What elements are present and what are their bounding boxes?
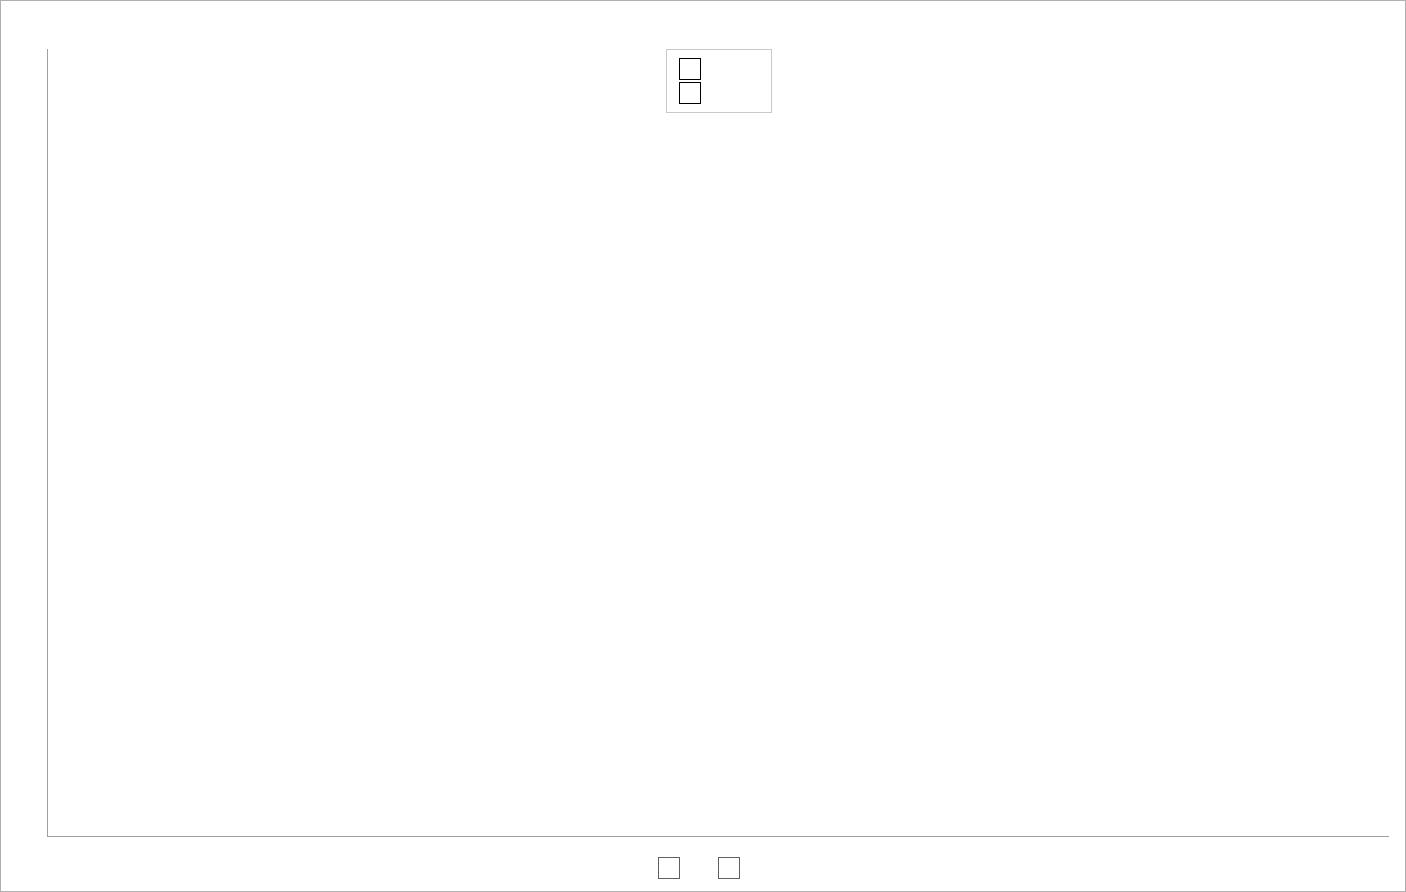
stats-box	[666, 49, 772, 113]
stats-swatch-1	[679, 82, 701, 104]
legend	[658, 857, 748, 879]
stats-swatch-0	[679, 58, 701, 80]
legend-swatch-0	[658, 857, 680, 879]
chart-container	[0, 0, 1406, 892]
legend-item-0	[658, 857, 688, 879]
plot-svg	[48, 49, 1389, 836]
stats-row-0	[679, 58, 759, 80]
legend-item-1	[718, 857, 748, 879]
legend-swatch-1	[718, 857, 740, 879]
title-bar	[1, 1, 1405, 41]
stats-row-1	[679, 82, 759, 104]
plot-area	[47, 49, 1389, 837]
